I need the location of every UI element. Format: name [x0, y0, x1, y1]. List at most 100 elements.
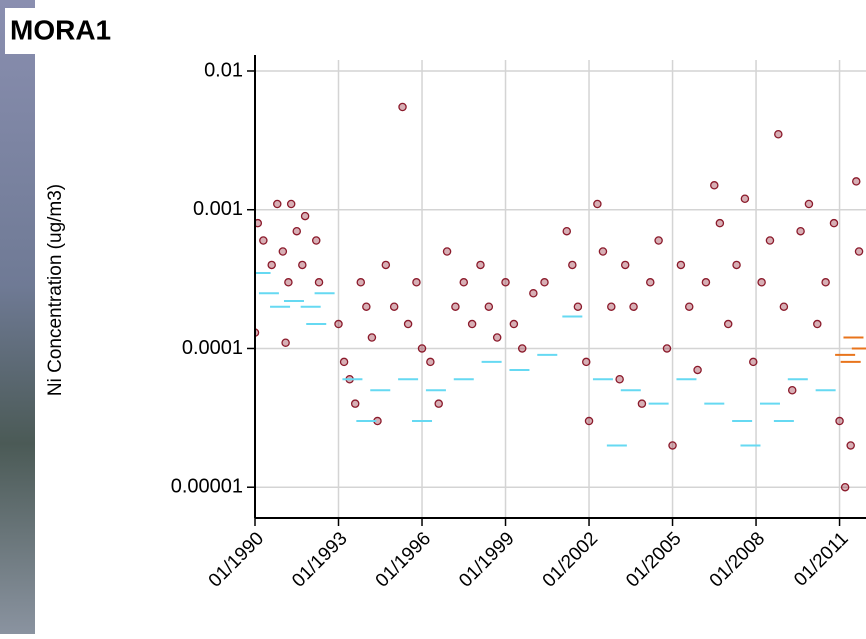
- point: [593, 199, 602, 209]
- axes: 0.01 0.001 0.0001 0.00001 01/1990 01/1993 01/1…: [171, 55, 866, 592]
- point: [286, 199, 296, 209]
- point: [484, 302, 494, 311]
- point: [356, 278, 366, 287]
- point: [732, 260, 741, 270]
- point: [350, 399, 360, 408]
- y-tick-label: 0.001: [193, 198, 243, 220]
- point: [259, 236, 268, 245]
- point: [540, 278, 549, 287]
- point: [284, 278, 293, 287]
- point: [517, 344, 527, 353]
- point: [637, 399, 647, 408]
- point: [676, 260, 686, 270]
- point: [701, 278, 711, 287]
- point: [451, 302, 460, 311]
- point: [273, 199, 282, 209]
- point: [573, 302, 583, 311]
- point: [804, 199, 814, 209]
- point: [629, 302, 638, 311]
- point: [654, 236, 663, 245]
- point: [584, 416, 594, 426]
- point: [846, 441, 855, 450]
- point: [362, 302, 371, 311]
- background-photo: [0, 0, 35, 634]
- point: [298, 260, 307, 270]
- title-box: [5, 8, 167, 54]
- point: [765, 236, 775, 245]
- point: [852, 177, 861, 186]
- x-tick-label: 01/1999: [455, 528, 518, 591]
- point: [854, 247, 864, 256]
- point: [615, 375, 624, 384]
- point: [821, 278, 830, 287]
- point: [442, 247, 452, 256]
- point: [723, 319, 733, 329]
- point: [381, 260, 391, 270]
- plot: [255, 102, 866, 492]
- point: [467, 319, 477, 329]
- point: [292, 226, 302, 236]
- point: [813, 319, 822, 329]
- point: [684, 302, 694, 311]
- point: [757, 278, 766, 287]
- point: [774, 129, 783, 139]
- point: [389, 302, 399, 311]
- point: [509, 319, 519, 329]
- point: [529, 289, 538, 298]
- x-tick-label: 01/1993: [288, 528, 351, 591]
- point: [334, 319, 343, 329]
- point: [255, 218, 263, 228]
- point: [796, 226, 805, 236]
- point: [646, 278, 655, 287]
- point: [668, 441, 677, 450]
- point: [568, 260, 577, 270]
- point: [434, 399, 443, 408]
- x-tick-label: 01/2005: [622, 528, 685, 591]
- point: [278, 247, 288, 256]
- x-tick-label: 01/2008: [706, 528, 769, 591]
- point: [829, 218, 839, 228]
- grid: [255, 60, 866, 518]
- point: [693, 365, 702, 375]
- x-tick-label: 01/1996: [372, 528, 435, 591]
- point: [598, 247, 608, 256]
- point: [715, 218, 725, 228]
- point: [710, 181, 719, 190]
- point: [417, 344, 427, 353]
- point: [314, 278, 324, 287]
- point: [267, 260, 276, 270]
- point: [412, 278, 421, 287]
- y-tick-label: 0.0001: [182, 337, 243, 359]
- point: [740, 194, 750, 203]
- point: [492, 333, 502, 342]
- point: [840, 482, 850, 492]
- y-tick-label: 0.01: [204, 59, 243, 81]
- y-axis-label: Ni Concentration (ug/m3): [45, 184, 66, 396]
- point: [562, 226, 572, 236]
- point: [339, 357, 349, 367]
- point: [398, 102, 407, 112]
- point: [403, 319, 413, 329]
- x-tick-label: 01/2011: [790, 528, 852, 590]
- point: [620, 260, 630, 270]
- point: [835, 416, 844, 426]
- point: [749, 357, 758, 367]
- point: [311, 236, 321, 245]
- point: [367, 333, 377, 342]
- point: [476, 260, 485, 270]
- point: [581, 357, 591, 367]
- point: [607, 302, 616, 311]
- point: [501, 278, 510, 287]
- point: [662, 344, 672, 353]
- point: [787, 385, 797, 395]
- point: [426, 357, 435, 367]
- point: [300, 211, 310, 221]
- x-tick-label: 01/1990: [205, 528, 268, 591]
- point: [281, 338, 290, 347]
- point: [779, 302, 789, 311]
- chart-title: MORA1: [10, 14, 111, 45]
- point: [459, 278, 469, 287]
- x-tick-label: 01/2002: [539, 528, 602, 591]
